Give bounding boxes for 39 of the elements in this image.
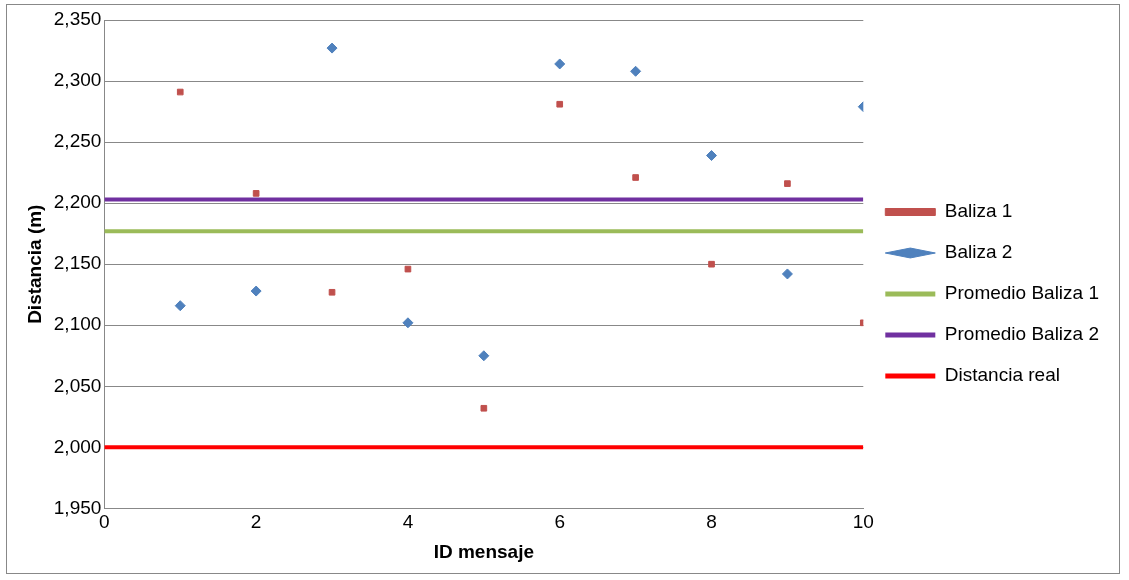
point [708,260,715,268]
point [252,190,260,197]
point [781,268,793,280]
legend-label: Promedio Baliza 1 [944,282,1100,304]
x-axis-title: ID mensaje [433,540,534,562]
point [478,350,490,362]
point [632,174,639,181]
y-tick-label: 2,050 [53,374,102,396]
y-tick-label: 2,000 [53,435,102,457]
y-tick-label: 2,300 [53,69,102,91]
point [630,65,642,77]
point [784,180,791,187]
x-tick-label: 4 [402,511,414,533]
point [174,300,186,312]
legend-label: Baliza 2 [944,241,1013,263]
x-tick-label: 0 [99,511,110,533]
legend-label: Promedio Baliza 2 [944,323,1100,345]
point [402,317,414,329]
y-tick-label: 2,100 [53,313,102,335]
point [326,42,338,54]
y-tick-label: 2,350 [53,8,102,30]
x-tick-label: 8 [706,511,717,533]
point [176,88,184,96]
legend-label: Baliza 1 [944,200,1013,222]
point [404,265,412,273]
y-tick-label: 2,250 [53,130,102,152]
x-tick-label: 2 [250,511,262,533]
y-axis-title: Distancia (m) [23,204,45,324]
point [556,100,564,108]
y-tick-label: 2,200 [53,191,102,213]
point [250,285,262,297]
point [328,288,336,296]
point [706,150,718,162]
x-tick-label: 6 [554,511,566,533]
y-tick-label: 2,150 [53,252,102,274]
point [480,404,488,412]
legend-label: Distancia real [944,364,1060,386]
point [554,58,566,70]
x-tick-label: 10 [852,511,874,533]
